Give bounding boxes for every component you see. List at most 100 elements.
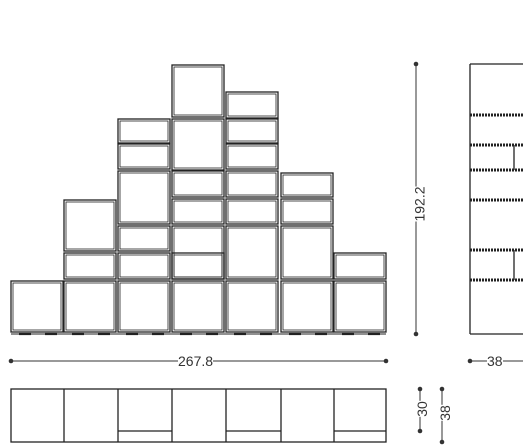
dimension-dot bbox=[413, 331, 419, 337]
plan-outline bbox=[10, 388, 387, 443]
cube-inner bbox=[119, 254, 169, 278]
plan-view bbox=[10, 388, 387, 443]
cube-outer bbox=[117, 225, 171, 252]
cube-unit bbox=[333, 252, 387, 280]
cube-inner bbox=[119, 282, 169, 331]
cube-unit bbox=[117, 225, 171, 252]
cube-outer bbox=[63, 252, 117, 280]
cube-unit bbox=[117, 170, 171, 225]
cube-inner bbox=[173, 172, 223, 196]
cube-outer bbox=[171, 118, 225, 171]
cube-unit bbox=[117, 143, 171, 170]
cube-unit bbox=[280, 280, 334, 333]
cube-unit bbox=[225, 143, 279, 170]
cube-unit bbox=[171, 170, 225, 198]
cube-unit bbox=[225, 198, 279, 225]
cube-unit bbox=[63, 280, 117, 333]
cube-unit bbox=[117, 280, 171, 333]
cube-inner bbox=[173, 227, 223, 278]
cube-unit bbox=[225, 118, 279, 144]
cube-unit bbox=[171, 225, 225, 280]
cube-inner bbox=[282, 200, 332, 223]
cube-unit bbox=[171, 118, 225, 171]
cube-outer bbox=[280, 225, 334, 280]
plan-depth-small-label: 30 bbox=[413, 401, 430, 417]
cube-outer bbox=[280, 280, 334, 333]
dimension-dot bbox=[439, 439, 445, 445]
plan-depth-large-label: 38 bbox=[436, 405, 453, 421]
cube-inner bbox=[227, 145, 277, 168]
cube-outer bbox=[171, 64, 225, 118]
cube-outer bbox=[333, 252, 387, 280]
cube-unit bbox=[333, 280, 387, 333]
cube-outer bbox=[225, 91, 279, 119]
cube-inner bbox=[12, 282, 62, 331]
cube-outer bbox=[225, 170, 279, 198]
cube-unit bbox=[171, 198, 225, 225]
cube-outer bbox=[225, 118, 279, 144]
dimension-dot bbox=[417, 386, 423, 392]
cube-inner bbox=[227, 282, 277, 331]
cube-inner bbox=[119, 120, 169, 142]
cube-outer bbox=[63, 199, 117, 252]
cube-outer bbox=[117, 252, 171, 280]
cube-inner bbox=[335, 254, 385, 278]
cube-unit bbox=[280, 225, 334, 280]
cube-unit bbox=[280, 198, 334, 225]
cube-unit bbox=[171, 280, 225, 333]
cube-inner bbox=[282, 282, 332, 331]
cube-outer bbox=[171, 198, 225, 225]
cube-unit bbox=[10, 280, 64, 333]
cube-inner bbox=[173, 66, 223, 116]
cube-inner bbox=[119, 145, 169, 168]
cube-inner bbox=[119, 172, 169, 223]
cube-inner bbox=[282, 174, 332, 196]
cube-unit bbox=[171, 64, 225, 118]
cube-unit bbox=[225, 225, 279, 280]
cube-outer bbox=[117, 143, 171, 170]
cube-inner bbox=[65, 201, 115, 250]
cube-outer bbox=[333, 280, 387, 333]
width-dimension-label: 267.8 bbox=[178, 353, 214, 369]
cube-inner bbox=[119, 227, 169, 250]
cube-outer bbox=[225, 143, 279, 170]
cube-outer bbox=[280, 198, 334, 225]
cube-inner bbox=[282, 227, 332, 278]
cube-unit bbox=[225, 91, 279, 119]
cube-inner bbox=[65, 282, 115, 331]
cube-outer bbox=[171, 170, 225, 198]
dimension-dot bbox=[467, 358, 473, 364]
cube-inner bbox=[227, 200, 277, 223]
cube-unit bbox=[225, 280, 279, 333]
cube-outer bbox=[171, 225, 225, 280]
cube-outer bbox=[280, 172, 334, 198]
cube-outer bbox=[225, 280, 279, 333]
dimension-dot bbox=[413, 61, 419, 67]
side-depth-dimension-label: 38 bbox=[487, 353, 503, 369]
side-elevation-view bbox=[469, 63, 523, 335]
cube-outer bbox=[10, 280, 64, 333]
cube-inner bbox=[227, 93, 277, 117]
cube-inner bbox=[65, 254, 115, 278]
cube-inner bbox=[335, 282, 385, 331]
dimension-dot bbox=[8, 358, 14, 364]
cube-unit bbox=[63, 252, 117, 280]
cube-unit bbox=[117, 252, 171, 280]
cube-outer bbox=[171, 280, 225, 333]
cube-inner bbox=[227, 120, 277, 142]
cube-outer bbox=[225, 225, 279, 280]
cube-unit bbox=[63, 199, 117, 252]
dimension-dot bbox=[439, 386, 445, 392]
cube-inner bbox=[173, 120, 223, 169]
cube-outer bbox=[117, 118, 171, 144]
cube-inner bbox=[173, 282, 223, 331]
cube-unit bbox=[171, 252, 225, 280]
cube-outer bbox=[117, 280, 171, 333]
height-dimension-label: 192.2 bbox=[411, 186, 428, 222]
cube-inner bbox=[173, 200, 223, 223]
cube-outer bbox=[171, 252, 225, 280]
cube-outer bbox=[63, 280, 117, 333]
cube-inner bbox=[227, 172, 277, 196]
cube-outer bbox=[117, 170, 171, 225]
cube-outer bbox=[225, 198, 279, 225]
